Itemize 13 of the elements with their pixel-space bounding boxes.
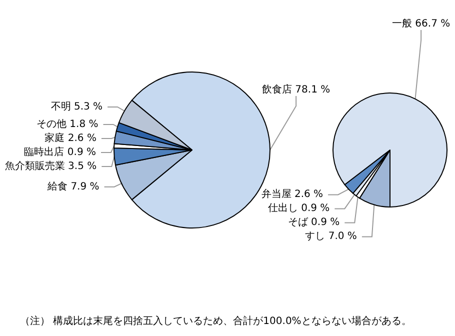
slice-label: 不明 5.3 %: [50, 101, 103, 112]
slice-label: 弁当屋 2.6 %: [261, 188, 324, 200]
slice-label: すし 7.0 %: [305, 231, 357, 242]
slice-label: 臨時出店 0.9 %: [24, 146, 96, 158]
slice-label: 給食 7.9 %: [46, 180, 100, 192]
slice-label: 一般 66.7 %: [392, 18, 450, 30]
text: （注） 構成比は末尾を四捨五入しているため、合計が100.0%とならない場合がある。: [20, 314, 412, 328]
slice-label: そば 0.9 %: [288, 217, 340, 228]
slice-label: 家庭 2.6 %: [44, 132, 96, 144]
slice-label: 魚介類販売業 3.5 %: [4, 160, 97, 172]
slice-label: その他 1.8 %: [36, 118, 98, 130]
slice-label: 飲食店 78.1 %: [262, 84, 330, 96]
slice-label: 仕出し 0.9 %: [268, 202, 330, 214]
